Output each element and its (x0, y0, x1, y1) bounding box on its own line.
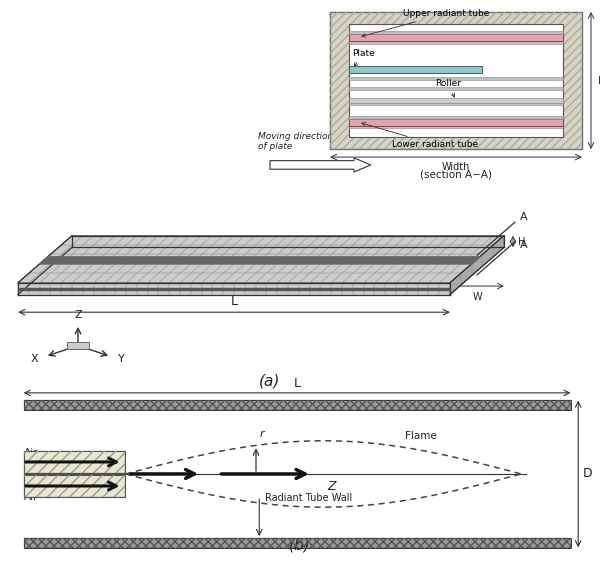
FancyArrow shape (270, 158, 371, 172)
Text: Lower radiant tube: Lower radiant tube (362, 122, 478, 149)
Bar (23, 475, 125, 496)
Text: Gas: Gas (70, 476, 90, 486)
Bar (23, 400, 571, 410)
Text: (a): (a) (259, 374, 281, 388)
Text: Z: Z (74, 310, 82, 320)
Polygon shape (40, 257, 480, 264)
Text: Z: Z (327, 480, 335, 493)
Text: Width: Width (442, 162, 470, 172)
Polygon shape (18, 283, 450, 295)
Text: D: D (583, 467, 592, 480)
Bar (349, 66, 482, 72)
Bar (23, 400, 571, 410)
Text: Moving direction
of plate: Moving direction of plate (258, 132, 333, 151)
Bar (349, 103, 563, 105)
Text: A: A (520, 240, 527, 250)
Bar (349, 116, 563, 118)
Bar (23, 475, 125, 496)
Bar (349, 77, 563, 80)
Polygon shape (18, 247, 504, 295)
Bar (23, 538, 571, 548)
Text: Flame: Flame (405, 431, 437, 441)
Bar (23, 451, 125, 473)
Text: L: L (230, 295, 238, 309)
Bar (349, 31, 563, 34)
Text: H: H (518, 237, 525, 246)
Text: W: W (472, 292, 482, 302)
Text: Y: Y (118, 355, 125, 364)
Bar (349, 98, 563, 103)
Text: Air: Air (23, 493, 38, 502)
Text: Upper radiant tube: Upper radiant tube (362, 9, 489, 37)
Bar (349, 41, 563, 44)
Text: (section A−A): (section A−A) (420, 169, 492, 180)
Polygon shape (450, 236, 504, 295)
Text: Height: Height (598, 76, 600, 85)
Bar (349, 126, 563, 128)
Polygon shape (67, 342, 89, 349)
Bar (349, 87, 563, 90)
Text: Burner Wall: Burner Wall (46, 481, 103, 491)
Polygon shape (330, 12, 582, 149)
Text: Radiant Tube Wall: Radiant Tube Wall (265, 493, 352, 503)
Text: Plate: Plate (352, 48, 375, 66)
Text: r: r (259, 429, 264, 439)
Bar (349, 118, 563, 126)
Text: X: X (31, 355, 38, 364)
Text: Air: Air (23, 448, 38, 458)
Text: L: L (293, 376, 301, 390)
Polygon shape (349, 24, 563, 137)
Bar (23, 538, 571, 548)
Polygon shape (18, 236, 504, 283)
Text: (b): (b) (289, 537, 311, 552)
Text: Roller: Roller (434, 79, 461, 97)
Text: A: A (520, 212, 527, 222)
Bar (349, 34, 563, 41)
Bar (23, 451, 125, 473)
